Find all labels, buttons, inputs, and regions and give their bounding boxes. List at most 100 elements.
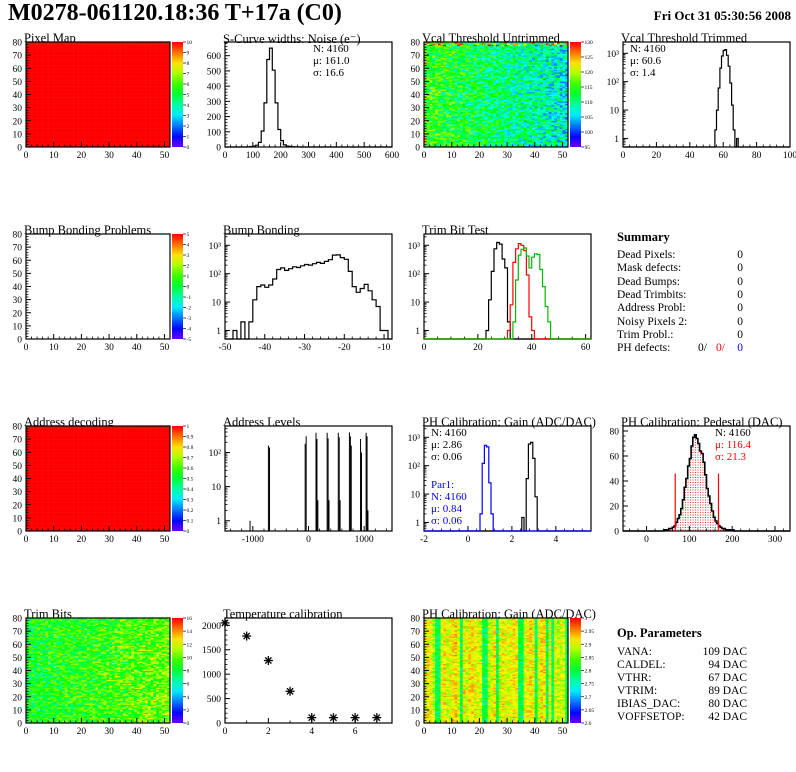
colorbar <box>172 42 183 147</box>
y-tick-label: 60 <box>411 65 421 75</box>
x-tick-label: 0 <box>621 151 626 161</box>
x-tick-label: 60 <box>581 343 591 353</box>
y-tick-label: 0 <box>17 720 22 730</box>
x-tick-label: -30 <box>298 343 311 353</box>
y-tick-label: 10³ <box>408 242 421 252</box>
colorbar-label: 120 <box>585 70 594 76</box>
y-tick-label: 0 <box>415 720 420 730</box>
y-tick-label: 500 <box>207 695 222 705</box>
op-parameter-label: VTRIM: <box>617 685 658 697</box>
heatmap-cells <box>26 42 170 147</box>
op-parameter-row: VOFFSETOP: 42 DAC <box>617 711 747 723</box>
stats-line: N: 4160 <box>313 43 349 55</box>
panel-pixel-map: Pixel Map 10 9 8 7 6 5 4 3 2 1 0 0 10 20 30 40 50 0 10 20 30 4… <box>0 30 199 202</box>
x-tick-label: 50 <box>160 151 170 161</box>
x-tick-label: 20 <box>652 151 662 161</box>
stats-line: σ: 0.06 <box>431 451 462 463</box>
x-tick-label: 10 <box>447 727 457 737</box>
x-tick-label: 10 <box>49 727 59 737</box>
op-parameter-row: CALDEL: 94 DAC <box>617 659 747 671</box>
x-tick-label: -20 <box>338 343 351 353</box>
y-tick-label: 50 <box>411 78 421 88</box>
chart-figure: -1000 0 1000 1 10 10² <box>209 425 393 545</box>
colorbar-label: 115 <box>585 85 593 91</box>
stats-line: μ: 60.6 <box>630 55 661 67</box>
x-tick-label: 30 <box>104 343 114 353</box>
x-tick-label: 40 <box>132 151 142 161</box>
summary-row-label: Mask defects: <box>617 262 682 275</box>
y-tick-label: 1000 <box>202 671 221 681</box>
y-tick-label: 50 <box>411 654 421 664</box>
colorbar-label: 1 <box>187 424 190 430</box>
x-tick-label: 0 <box>24 151 29 161</box>
y-tick-label: 80 <box>13 231 23 241</box>
y-tick-label: 300 <box>207 98 222 108</box>
y-tick-label: 10 <box>411 299 421 309</box>
colorbar-label: 3 <box>187 253 190 259</box>
stats-line: N: 4160 <box>431 491 467 503</box>
y-tick-label: 80 <box>13 39 23 49</box>
summary-row: Dead Pixels: 0 <box>617 249 743 261</box>
x-tick-label: 10 <box>447 151 457 161</box>
colorbar-label: 2.95 <box>585 629 595 635</box>
histogram-series <box>225 47 392 148</box>
x-tick-label: 300 <box>768 535 783 545</box>
summary-row-value: 0 <box>737 262 743 275</box>
stats-line: σ: 0.06 <box>431 515 462 527</box>
y-tick-label: 30 <box>13 488 23 498</box>
colorbar <box>570 618 581 723</box>
panel-summary: Summary Dead Pixels: 0 Mask defects: 0 Dead … <box>597 222 796 394</box>
y-tick-label: 60 <box>13 65 23 75</box>
x-tick-label: 20 <box>77 343 87 353</box>
y-tick-label: 20 <box>13 309 23 319</box>
y-tick-label: 40 <box>411 91 421 101</box>
y-tick-label: 10 <box>212 299 222 309</box>
stats-line: μ: 116.4 <box>715 439 752 451</box>
y-tick-label: 20 <box>13 117 23 127</box>
summary-row-value: 0 <box>737 328 743 341</box>
colorbar-label: 0 <box>187 721 190 727</box>
summary-row: Mask defects: 0 <box>617 262 743 274</box>
x-tick-label: 20 <box>77 535 87 545</box>
op-parameter-value: 80 DAC <box>708 698 747 710</box>
x-tick-label: 20 <box>473 343 483 353</box>
y-tick-label: 50 <box>13 654 23 664</box>
panel-vcal-threshold-trimmed: Vcal Threshold Trimmed 0 20 40 60 80 100 1 10 10²… <box>597 30 796 202</box>
y-tick-label: 30 <box>13 680 23 690</box>
y-tick-label: 80 <box>13 615 23 625</box>
x-tick-label: 500 <box>357 151 372 161</box>
op-parameter-label: VANA: <box>617 646 652 658</box>
y-tick-label: 50 <box>13 270 23 280</box>
ph-defects-count: 0/ <box>716 342 725 355</box>
y-tick-label: 1500 <box>202 646 221 656</box>
histogram-series <box>424 247 591 340</box>
y-tick-label: 10² <box>408 270 421 280</box>
y-tick-label: 40 <box>13 283 23 293</box>
colorbar-label: 0.4 <box>187 487 194 493</box>
y-tick-label: 500 <box>207 67 222 77</box>
y-tick-label: 60 <box>13 449 23 459</box>
summary-row-label: Trim Probl.: <box>617 328 674 341</box>
stats-line: N: 4160 <box>630 43 666 55</box>
x-tick-label: 50 <box>558 151 568 161</box>
x-tick-label: 300 <box>301 151 316 161</box>
y-tick-label: 1 <box>415 327 420 337</box>
x-tick-label: -40 <box>258 343 271 353</box>
colorbar-label: 4 <box>187 103 190 109</box>
chart-figure: 130 125 120 115 110 105 100 95 0 10 20 30 40 50 0 10 20 3… <box>411 39 594 162</box>
colorbar-label: 125 <box>585 55 594 61</box>
x-tick-label: -10 <box>378 343 391 353</box>
panel-ph-calibration-pedestal: PH Calibration: Pedestal (DAC) 0 100 200 300… <box>597 414 796 586</box>
y-tick-label: 10 <box>411 706 421 716</box>
y-tick-label: 1 <box>216 517 221 527</box>
y-tick-label: 400 <box>207 83 222 93</box>
stats-line: N: 4160 <box>715 427 751 439</box>
x-tick-label: 0 <box>466 535 471 545</box>
heatmap-cells <box>424 42 568 147</box>
colorbar-label: 95 <box>585 145 591 151</box>
